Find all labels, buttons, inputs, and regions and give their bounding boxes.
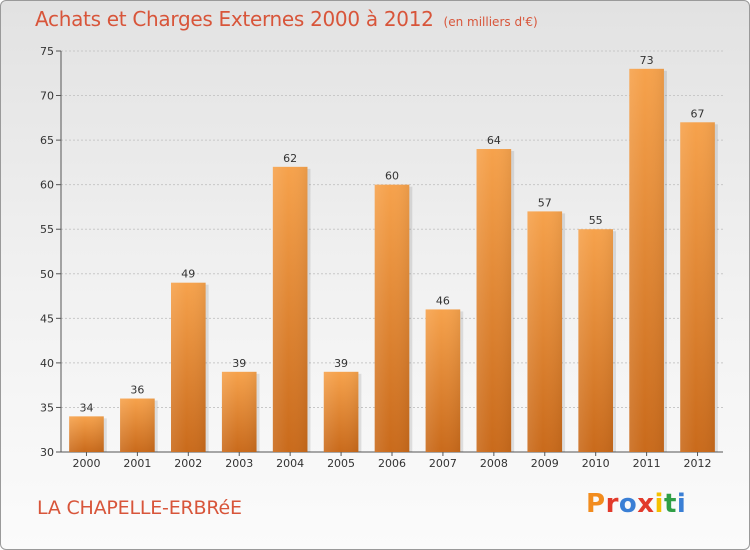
x-tick-label: 2000 [72, 457, 100, 470]
bar-sheen [527, 211, 563, 452]
data-label: 39 [232, 357, 246, 370]
y-tick-label: 35 [40, 401, 54, 414]
data-label: 64 [487, 134, 501, 147]
bar-sheen [629, 68, 664, 453]
chart-unit: (en milliers d'€) [443, 15, 538, 29]
brand-letter: i [676, 489, 687, 519]
data-labels: 34 36 49 39 62 39 60 46 64 57 55 73 67 [79, 54, 704, 415]
bars [69, 68, 718, 453]
y-tick-label: 75 [40, 45, 54, 58]
brand-letter: i [654, 489, 664, 519]
bar-sheen [425, 309, 461, 452]
data-label: 57 [538, 196, 552, 209]
brand-letter: t [663, 489, 677, 519]
y-tick-label: 60 [40, 179, 54, 192]
data-label: 34 [79, 401, 93, 414]
data-label: 49 [181, 268, 195, 281]
bar-sheen [323, 371, 359, 452]
brand-letter: P [586, 489, 606, 519]
x-tick-label: 2007 [429, 457, 457, 470]
y-tick-label: 30 [40, 446, 54, 459]
data-label: 67 [691, 107, 705, 120]
data-label: 46 [436, 294, 450, 307]
bar-sheen [374, 184, 410, 452]
bar-sheen [578, 229, 614, 452]
data-label: 62 [283, 152, 297, 165]
brand-letter: r [605, 489, 619, 519]
bar-sheen [476, 149, 512, 452]
y-tick-label: 65 [40, 134, 54, 147]
x-tick-label: 2003 [225, 457, 253, 470]
bar-sheen [69, 416, 104, 452]
x-tick-label: 2004 [276, 457, 304, 470]
x-tick-label: 2005 [327, 457, 355, 470]
bar-sheen [680, 122, 715, 453]
y-tick-label: 45 [40, 312, 54, 325]
proxiti-logo[interactable]: Proxiti [586, 489, 686, 519]
x-tick-label: 2001 [123, 457, 151, 470]
data-label: 60 [385, 170, 399, 183]
bar-sheen [272, 166, 308, 452]
x-tick-label: 2008 [480, 457, 508, 470]
chart-header: Achats et Charges Externes 2000 à 2012 (e… [35, 7, 538, 31]
y-tick-label: 40 [40, 357, 54, 370]
x-tick-label: 2006 [378, 457, 406, 470]
bar-sheen [170, 282, 206, 452]
brand-letter: x [637, 489, 655, 519]
x-tick-label: 2010 [582, 457, 610, 470]
data-label: 73 [640, 54, 654, 67]
data-label: 55 [589, 214, 603, 227]
chart-title: Achats et Charges Externes 2000 à 2012 [35, 7, 434, 31]
bar-sheen [221, 371, 257, 452]
location-label: LA CHAPELLE-ERBRéE [37, 497, 242, 519]
y-tick-label: 70 [40, 90, 54, 103]
brand-letter: o [618, 489, 638, 519]
data-label: 36 [130, 384, 144, 397]
data-label: 39 [334, 357, 348, 370]
bar-sheen [120, 398, 155, 452]
x-tick-label: 2012 [684, 457, 712, 470]
y-tick-label: 50 [40, 268, 54, 281]
x-tick-label: 2009 [531, 457, 559, 470]
x-tick-label: 2002 [174, 457, 202, 470]
y-tick-label: 55 [40, 223, 54, 236]
x-tick-label: 2011 [633, 457, 661, 470]
